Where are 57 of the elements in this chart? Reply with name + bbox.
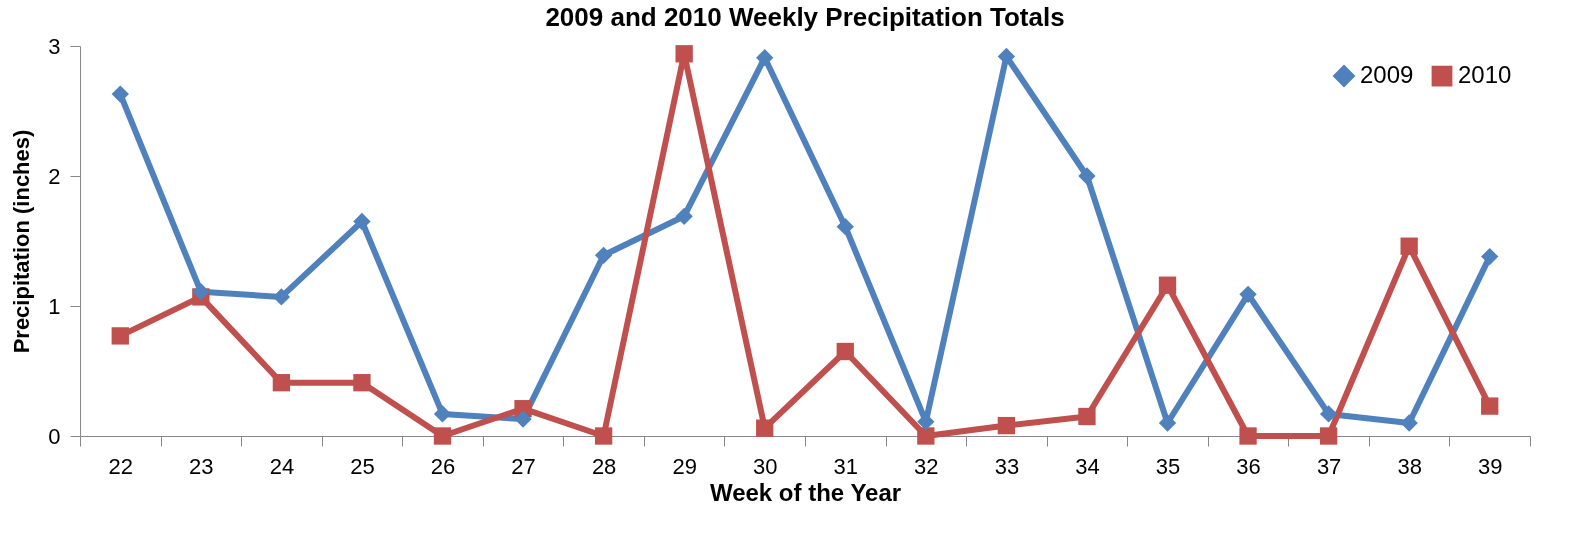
x-tick-label: 29 (672, 453, 697, 479)
point (836, 342, 854, 361)
x-tick-label: 25 (350, 453, 375, 479)
x-tick-label: 26 (430, 453, 456, 479)
y-tick-label: 0 (48, 423, 61, 449)
y-axis-title: Precipitation (inches) (9, 129, 35, 354)
x-axis-title: Week of the Year (709, 478, 902, 506)
point (353, 212, 371, 231)
point (1078, 407, 1096, 426)
point (514, 410, 532, 428)
x-tick-label: 38 (1397, 453, 1422, 479)
x-tick-label: 23 (189, 453, 214, 479)
point (111, 327, 129, 345)
x-tick-label: 27 (511, 453, 536, 479)
x-tick-label: 30 (752, 453, 778, 479)
point (675, 207, 693, 225)
point (1239, 427, 1257, 445)
point (1319, 405, 1338, 423)
point (272, 374, 291, 392)
point (1239, 285, 1257, 303)
x-tick-label: 35 (1155, 453, 1181, 479)
point (756, 49, 774, 67)
x-tick-label: 37 (1316, 453, 1342, 479)
x-tick-label: 22 (108, 453, 134, 479)
point (1078, 167, 1096, 185)
point (836, 218, 854, 236)
point (192, 283, 210, 301)
legend-label: 2009 (1360, 61, 1414, 89)
point (675, 45, 693, 63)
point (433, 427, 452, 445)
point (1319, 427, 1338, 445)
point (1481, 247, 1499, 266)
point (1158, 276, 1177, 294)
point (917, 427, 935, 445)
x-tick-label: 28 (591, 453, 617, 479)
point (111, 85, 129, 103)
y-tick-label: 1 (48, 293, 61, 319)
point (594, 246, 613, 264)
x-tick-label: 31 (833, 453, 859, 479)
y-tick-label: 3 (48, 33, 61, 59)
x-tick-label: 32 (914, 453, 939, 479)
point (1400, 414, 1418, 432)
y-tick-label: 2 (48, 163, 61, 189)
point (1481, 397, 1499, 415)
x-tick-label: 34 (1075, 453, 1100, 479)
x-tick-label: 24 (269, 453, 295, 479)
point (1400, 237, 1418, 255)
point (1158, 414, 1177, 432)
point (997, 416, 1016, 435)
chart-title: 2009 and 2010 Weekly Precipitation Totals (545, 2, 1065, 32)
point (353, 374, 371, 392)
x-tick-label: 39 (1477, 453, 1503, 479)
point (594, 427, 613, 445)
legend-label: 2010 (1458, 61, 1512, 89)
x-tick-label: 33 (994, 453, 1020, 479)
point (756, 419, 774, 437)
x-tick-label: 36 (1236, 453, 1261, 479)
